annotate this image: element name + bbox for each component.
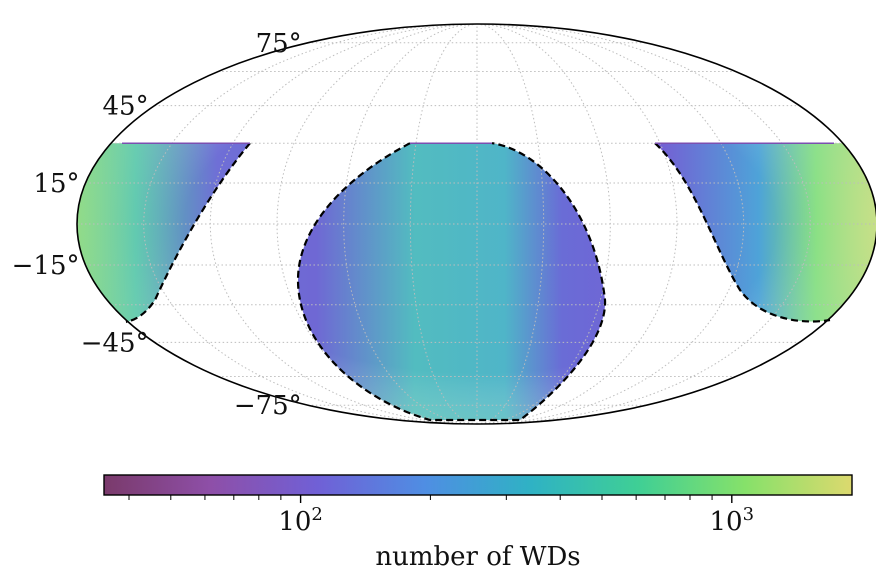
footprint-edge bbox=[654, 142, 831, 323]
latitude-tick-label: 15° bbox=[33, 169, 79, 199]
colorbar: 102 103 number of WDs bbox=[103, 474, 853, 570]
latitude-tick-label: 45° bbox=[103, 92, 149, 122]
sky-border bbox=[76, 23, 876, 425]
colorbar-bar bbox=[103, 474, 853, 496]
latitude-labels: 75° 45° 15° −15° −45° −75° bbox=[12, 29, 302, 421]
colorbar-ticks bbox=[128, 495, 733, 503]
meridian-line bbox=[343, 24, 478, 424]
footprint-boundary bbox=[122, 142, 834, 422]
colorbar-tick-label: 102 bbox=[278, 504, 323, 537]
latitude-tick-label: −45° bbox=[81, 328, 149, 358]
meridian-line bbox=[476, 24, 745, 424]
colorbar-tick-labels: 102 103 bbox=[278, 504, 754, 537]
meridian-line bbox=[143, 24, 478, 424]
latitude-tick-label: −75° bbox=[234, 391, 302, 421]
latitude-tick-label: 75° bbox=[256, 29, 302, 59]
footprint-edge bbox=[125, 142, 251, 324]
footprint-edge bbox=[296, 142, 607, 422]
colorbar-tick-label: 103 bbox=[710, 504, 755, 537]
latitude-tick-label: −15° bbox=[12, 251, 80, 281]
graticule bbox=[77, 24, 876, 424]
colorbar-label: number of WDs bbox=[375, 542, 580, 570]
